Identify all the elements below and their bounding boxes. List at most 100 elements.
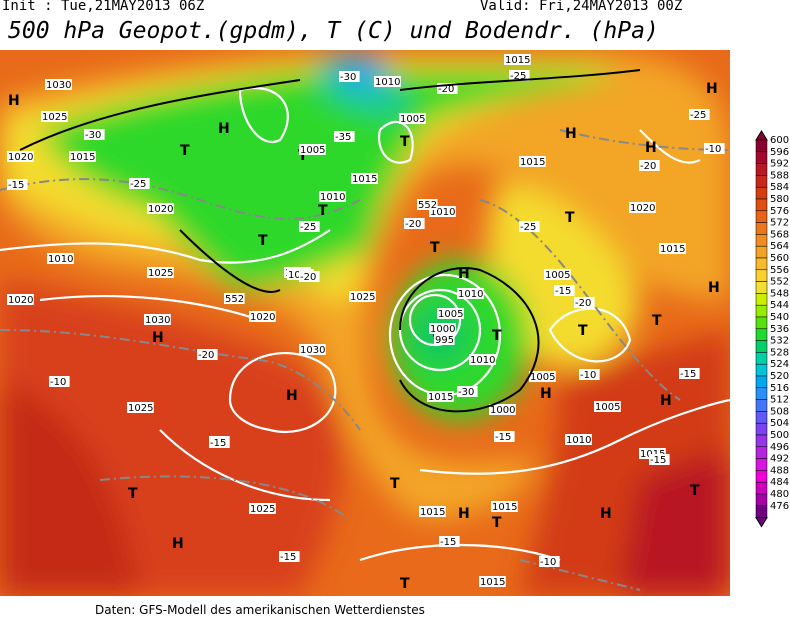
label-box [629,202,656,213]
contour-label: -20 [405,219,421,230]
contour-label: -15 [680,369,696,380]
contour-label: -15 [440,537,456,548]
contour-label: 1030 [145,315,170,326]
contour-label: -15 [280,552,296,563]
contour-label: 1025 [128,403,153,414]
colorbar-swatch [755,434,768,448]
colorbar-label: 560 [770,253,789,264]
valid-label: Valid: Fri,24MAY2013 00Z [480,0,683,14]
colorbar-swatch [755,375,768,389]
contour-label: -25 [300,222,316,233]
colorbar-swatch [755,363,768,377]
colorbar-label: 564 [770,241,789,252]
label-box [434,334,455,345]
colorbar-swatch [755,281,768,294]
pressure-center: T [180,143,190,159]
label-box [457,386,478,397]
label-box [47,253,74,264]
contour-label: 1015 [520,157,545,168]
pressure-center: H [540,386,552,402]
colorbar-swatch [755,234,768,247]
colorbar-label: 536 [770,324,789,335]
colorbar-arrow-bottom [755,517,768,528]
label-box [209,437,230,448]
contour-label: 1020 [630,203,655,214]
label-box [649,454,670,465]
pressure-center: H [458,266,470,282]
colorbar-swatch [755,411,768,424]
colorbar-swatch [755,151,768,164]
contour-label: 1010 [430,207,455,218]
pressure-center: H [286,388,298,404]
label-box [439,536,460,547]
label-box [49,376,70,387]
contour-label: 1025 [350,292,375,303]
contour-label: 1010 [566,435,591,446]
contour-label: 1015 [428,392,453,403]
pressure-center: T [652,313,662,329]
colorbar-label: 492 [770,454,789,465]
contour-label: 1015 [70,152,95,163]
map-labels: HHTTTTTHHHTHTHTHHTTTHHTTHHTTHT1030102510… [7,54,725,592]
colorbar-swatch [755,399,768,412]
contour-label: 1010 [470,355,495,366]
colorbar-label: 524 [770,359,789,370]
label-box [565,434,592,445]
label-box [554,285,575,296]
map-field: HHTTTTTHHHTHTHTHHTTTHHTTHHTTHT1030102510… [0,50,730,596]
contour-label: 995 [435,335,454,346]
colorbar-label: 548 [770,288,789,299]
colorbar-label: 476 [770,501,789,512]
contour-label: 1020 [8,295,33,306]
colorbar-swatch [755,163,768,176]
contour-label: -20 [198,350,214,361]
contour-label: 1010 [458,289,483,300]
contour-label: -30 [458,387,474,398]
label-box [45,79,72,90]
label-box [574,297,595,308]
label-box [494,431,515,442]
label-box [339,71,360,82]
pressure-center: T [318,203,328,219]
colorbar-swatch [755,340,768,353]
pressure-center: H [152,330,164,346]
contour-label: -20 [575,298,591,309]
contour-label: 1015 [480,577,505,588]
pressure-center: T [492,515,502,531]
contour-label: -20 [640,161,656,172]
colorbar-label: 484 [770,477,789,488]
contour-label: 1030 [46,80,71,91]
label-box [224,293,245,304]
colorbar-label: 552 [770,277,789,288]
contour-label: 1020 [8,152,33,163]
label-box [429,323,456,334]
label-box [249,503,276,514]
contour-label: 552 [225,294,244,305]
label-box [351,173,378,184]
contour-label: 1025 [148,268,173,279]
pressure-center: T [128,486,138,502]
pressure-center: H [458,506,470,522]
pressure-center: T [400,134,410,150]
label-box [127,402,154,413]
colorbar-label: 568 [770,229,789,240]
colorbar-swatch [755,245,768,259]
pressure-center: T [492,328,502,344]
colorbar-label: 580 [770,194,789,205]
label-box [469,354,496,365]
colorbar-label: 576 [770,206,789,217]
colorbar: 6005965925885845805765725685645605565525… [755,130,789,528]
label-box [504,54,531,65]
colorbar-swatch [755,222,768,235]
label-box [299,271,320,282]
contour-label: -25 [520,222,536,233]
contour-label: 1015 [492,502,517,513]
label-box [299,221,320,232]
pressure-center: H [8,93,20,109]
contour-label: -15 [495,432,511,443]
colorbar-swatch [755,505,768,518]
label-box [7,151,34,162]
colorbar-label: 496 [770,442,789,453]
colorbar-swatch [755,304,768,318]
